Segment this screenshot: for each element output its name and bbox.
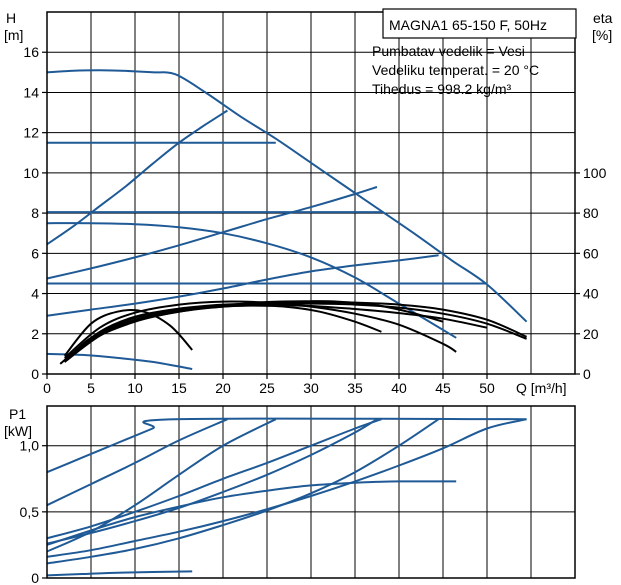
y2-tick-label: 40 — [583, 286, 599, 302]
y2-tick-label: 0 — [583, 366, 591, 382]
power-curve-7 — [46, 418, 527, 558]
x-tick-label: 0 — [43, 380, 51, 396]
info-line-3: Tihedus = 998.2 kg/m³ — [372, 81, 512, 97]
info-line-1: Pumbatav vedelik = Vesi — [372, 43, 525, 59]
y2-tick-label: 80 — [583, 205, 599, 221]
x-tick-label: 40 — [391, 380, 407, 396]
y2-tick-label: 60 — [583, 245, 599, 261]
head-axis-ticks: 0 5 10 15 20 25 30 35 40 45 50 0 2 4 6 8 10 12 14 16 0 20 40 60… — [23, 44, 606, 396]
x-tick-label: 30 — [303, 380, 319, 396]
power-curve-2 — [46, 418, 228, 507]
power-curve-4 — [46, 418, 378, 545]
y-axis-label: H — [6, 10, 16, 26]
power-y-axis-unit: [kW] — [4, 423, 32, 439]
y-tick-label: 12 — [23, 125, 39, 141]
fluid-info: Pumbatav vedelik = Vesi Vedeliku temperat… — [372, 43, 539, 97]
y-tick-label: 16 — [23, 44, 39, 60]
efficiency-curve-5 — [59, 300, 444, 365]
info-line-2: Vedeliku temperat. = 20 °C — [372, 62, 539, 78]
x-tick-label: 35 — [347, 380, 363, 396]
y-tick-label: 14 — [23, 84, 39, 100]
power-curve-1 — [46, 417, 527, 474]
power-curve-6 — [46, 418, 440, 565]
y-tick-label: 2 — [31, 326, 39, 342]
power-plot-frame — [46, 405, 576, 579]
y2-axis-label: eta — [593, 10, 613, 26]
y-tick-label: 4 — [31, 286, 39, 302]
efficiency-curve-7 — [63, 303, 488, 363]
x-tick-label: 15 — [171, 380, 187, 396]
efficiency-curves — [59, 300, 528, 365]
head-curve-1 — [46, 69, 528, 323]
y-tick-label: 8 — [31, 205, 39, 221]
chart-title: MAGNA1 65-150 F, 50Hz — [389, 17, 547, 33]
x-tick-label: 10 — [127, 380, 143, 396]
head-curve-8 — [46, 222, 457, 339]
y-tick-label: 0 — [31, 366, 39, 382]
power-grid — [47, 406, 575, 578]
x-tick-label: 50 — [479, 380, 495, 396]
power-y-tick-label: 1,0 — [20, 438, 40, 454]
efficiency-curve-3 — [63, 302, 527, 361]
y2-axis-unit: [%] — [592, 27, 612, 43]
power-curve-8 — [46, 480, 457, 546]
head-curves — [46, 69, 528, 370]
power-y-tick-label: 0 — [31, 570, 39, 585]
head-curve-2 — [46, 109, 228, 246]
y2-tick-label: 100 — [583, 165, 607, 181]
y-axis-unit: [m] — [4, 27, 23, 43]
x-tick-label: 25 — [259, 380, 275, 396]
title-box — [382, 8, 577, 39]
power-curve-5 — [46, 418, 382, 540]
power-panel: 0 0,5 1,0 P1 [kW] — [4, 405, 576, 585]
y-tick-label: 6 — [31, 245, 39, 261]
x-tick-label: 20 — [215, 380, 231, 396]
x-tick-label: 45 — [435, 380, 451, 396]
power-curve-9 — [46, 570, 193, 577]
head-efficiency-panel: 0 5 10 15 20 25 30 35 40 45 50 0 2 4 6 8 10 12 14 16 0 20 40 60… — [4, 8, 613, 396]
y-tick-label: 10 — [23, 165, 39, 181]
head-grid — [47, 12, 575, 374]
x-axis-label: Q [m³/h] — [516, 380, 567, 396]
power-y-axis-label: P1 — [9, 406, 26, 422]
x-tick-label: 5 — [87, 380, 95, 396]
power-axis-ticks: 0 0,5 1,0 — [20, 438, 47, 585]
y2-tick-label: 20 — [583, 326, 599, 342]
power-curves — [46, 417, 527, 577]
efficiency-curve-1 — [63, 309, 193, 357]
power-y-tick-label: 0,5 — [20, 504, 40, 520]
